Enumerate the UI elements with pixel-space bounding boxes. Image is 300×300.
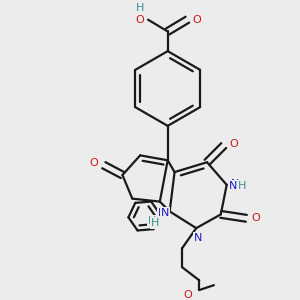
- Text: O: O: [136, 15, 145, 25]
- Text: N: N: [228, 181, 237, 191]
- Text: H: H: [136, 3, 144, 13]
- Text: N: N: [160, 208, 169, 218]
- Text: O: O: [90, 158, 98, 168]
- Text: H: H: [151, 218, 159, 228]
- Text: O: O: [229, 139, 238, 148]
- Text: H: H: [238, 180, 247, 190]
- Text: N: N: [194, 233, 202, 243]
- Text: O: O: [193, 15, 202, 25]
- Text: O: O: [183, 290, 192, 300]
- Text: H: H: [238, 181, 247, 191]
- Text: O: O: [252, 213, 261, 223]
- Text: N: N: [194, 233, 202, 243]
- Text: H: H: [148, 216, 156, 226]
- Text: N: N: [158, 208, 166, 218]
- Text: N: N: [230, 179, 239, 189]
